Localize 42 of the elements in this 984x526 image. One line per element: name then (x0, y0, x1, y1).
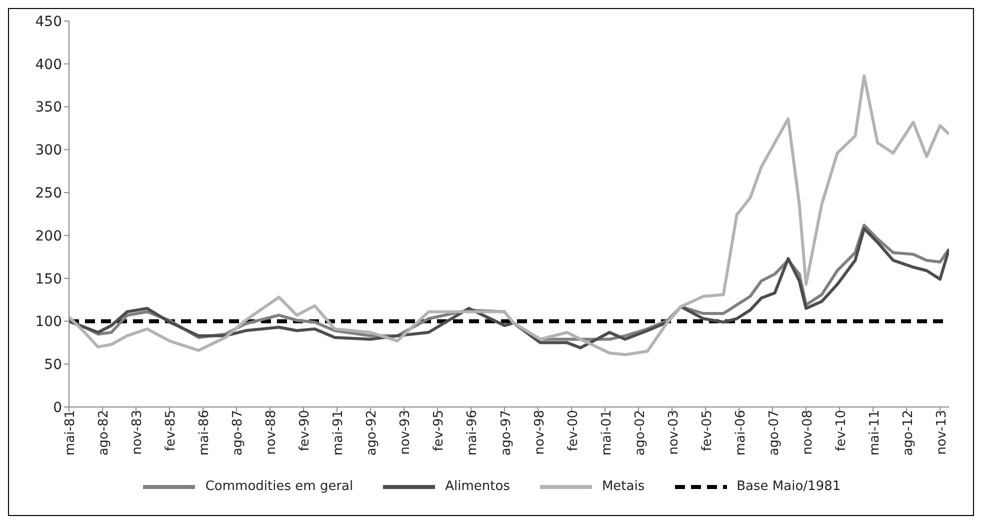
x-tick-label: mai-96 (465, 410, 480, 456)
x-tick-label: nov-13 (934, 410, 950, 455)
legend-label: Base Maio/1981 (736, 479, 841, 494)
y-tick-label: 150 (35, 271, 62, 288)
y-tick-label: 450 (35, 14, 62, 30)
y-tick-label: 100 (35, 314, 62, 330)
x-tick-label: ago-87 (230, 410, 246, 456)
line-series (69, 74, 949, 356)
x-tick-label: mai-91 (331, 410, 346, 456)
x-tick-label: fev-85 (164, 410, 179, 452)
x-tick-label: ago-92 (364, 410, 380, 456)
y-tick-label: 200 (35, 228, 62, 244)
x-tick-label: nov-93 (398, 410, 414, 455)
x-tick-label: ago-07 (766, 410, 782, 456)
y-tick-label: 250 (35, 186, 62, 202)
x-tick-label: ago-97 (498, 410, 514, 456)
x-tick-label: nov-08 (800, 410, 816, 455)
y-tick-label: 0 (53, 400, 62, 416)
x-tick-label: fev-95 (432, 410, 447, 452)
x-tick-label: nov-88 (264, 410, 280, 455)
y-tick-label: 300 (35, 142, 62, 159)
x-tick-label: ago-02 (632, 410, 648, 456)
x-tick-label: nov-98 (532, 410, 548, 455)
x-tick-label: ago-82 (96, 410, 112, 456)
x-tick-label: mai-81 (63, 410, 78, 456)
y-tick-label: 50 (44, 357, 62, 374)
x-tick-label: fev-00 (566, 410, 581, 452)
legend-label: Commodities em geral (205, 479, 354, 494)
x-tick-label: nov-83 (130, 410, 146, 455)
legend-label: Alimentos (445, 479, 510, 494)
x-tick-label: mai-01 (599, 410, 614, 456)
x-tick-label: fev-10 (834, 410, 849, 452)
x-tick-label: fev-90 (298, 410, 313, 452)
y-tick-label: 400 (35, 56, 62, 73)
x-tick-label: fev-05 (700, 410, 715, 452)
x-tick-label: mai-11 (867, 410, 882, 456)
y-tick-label: 350 (35, 100, 62, 116)
x-tick-label: mai-06 (733, 410, 748, 456)
x-tick-label: ago-12 (900, 410, 916, 456)
legend-label: Metais (602, 479, 645, 494)
x-tick-label: nov-03 (666, 410, 682, 455)
x-tick-label: mai-86 (197, 410, 212, 456)
